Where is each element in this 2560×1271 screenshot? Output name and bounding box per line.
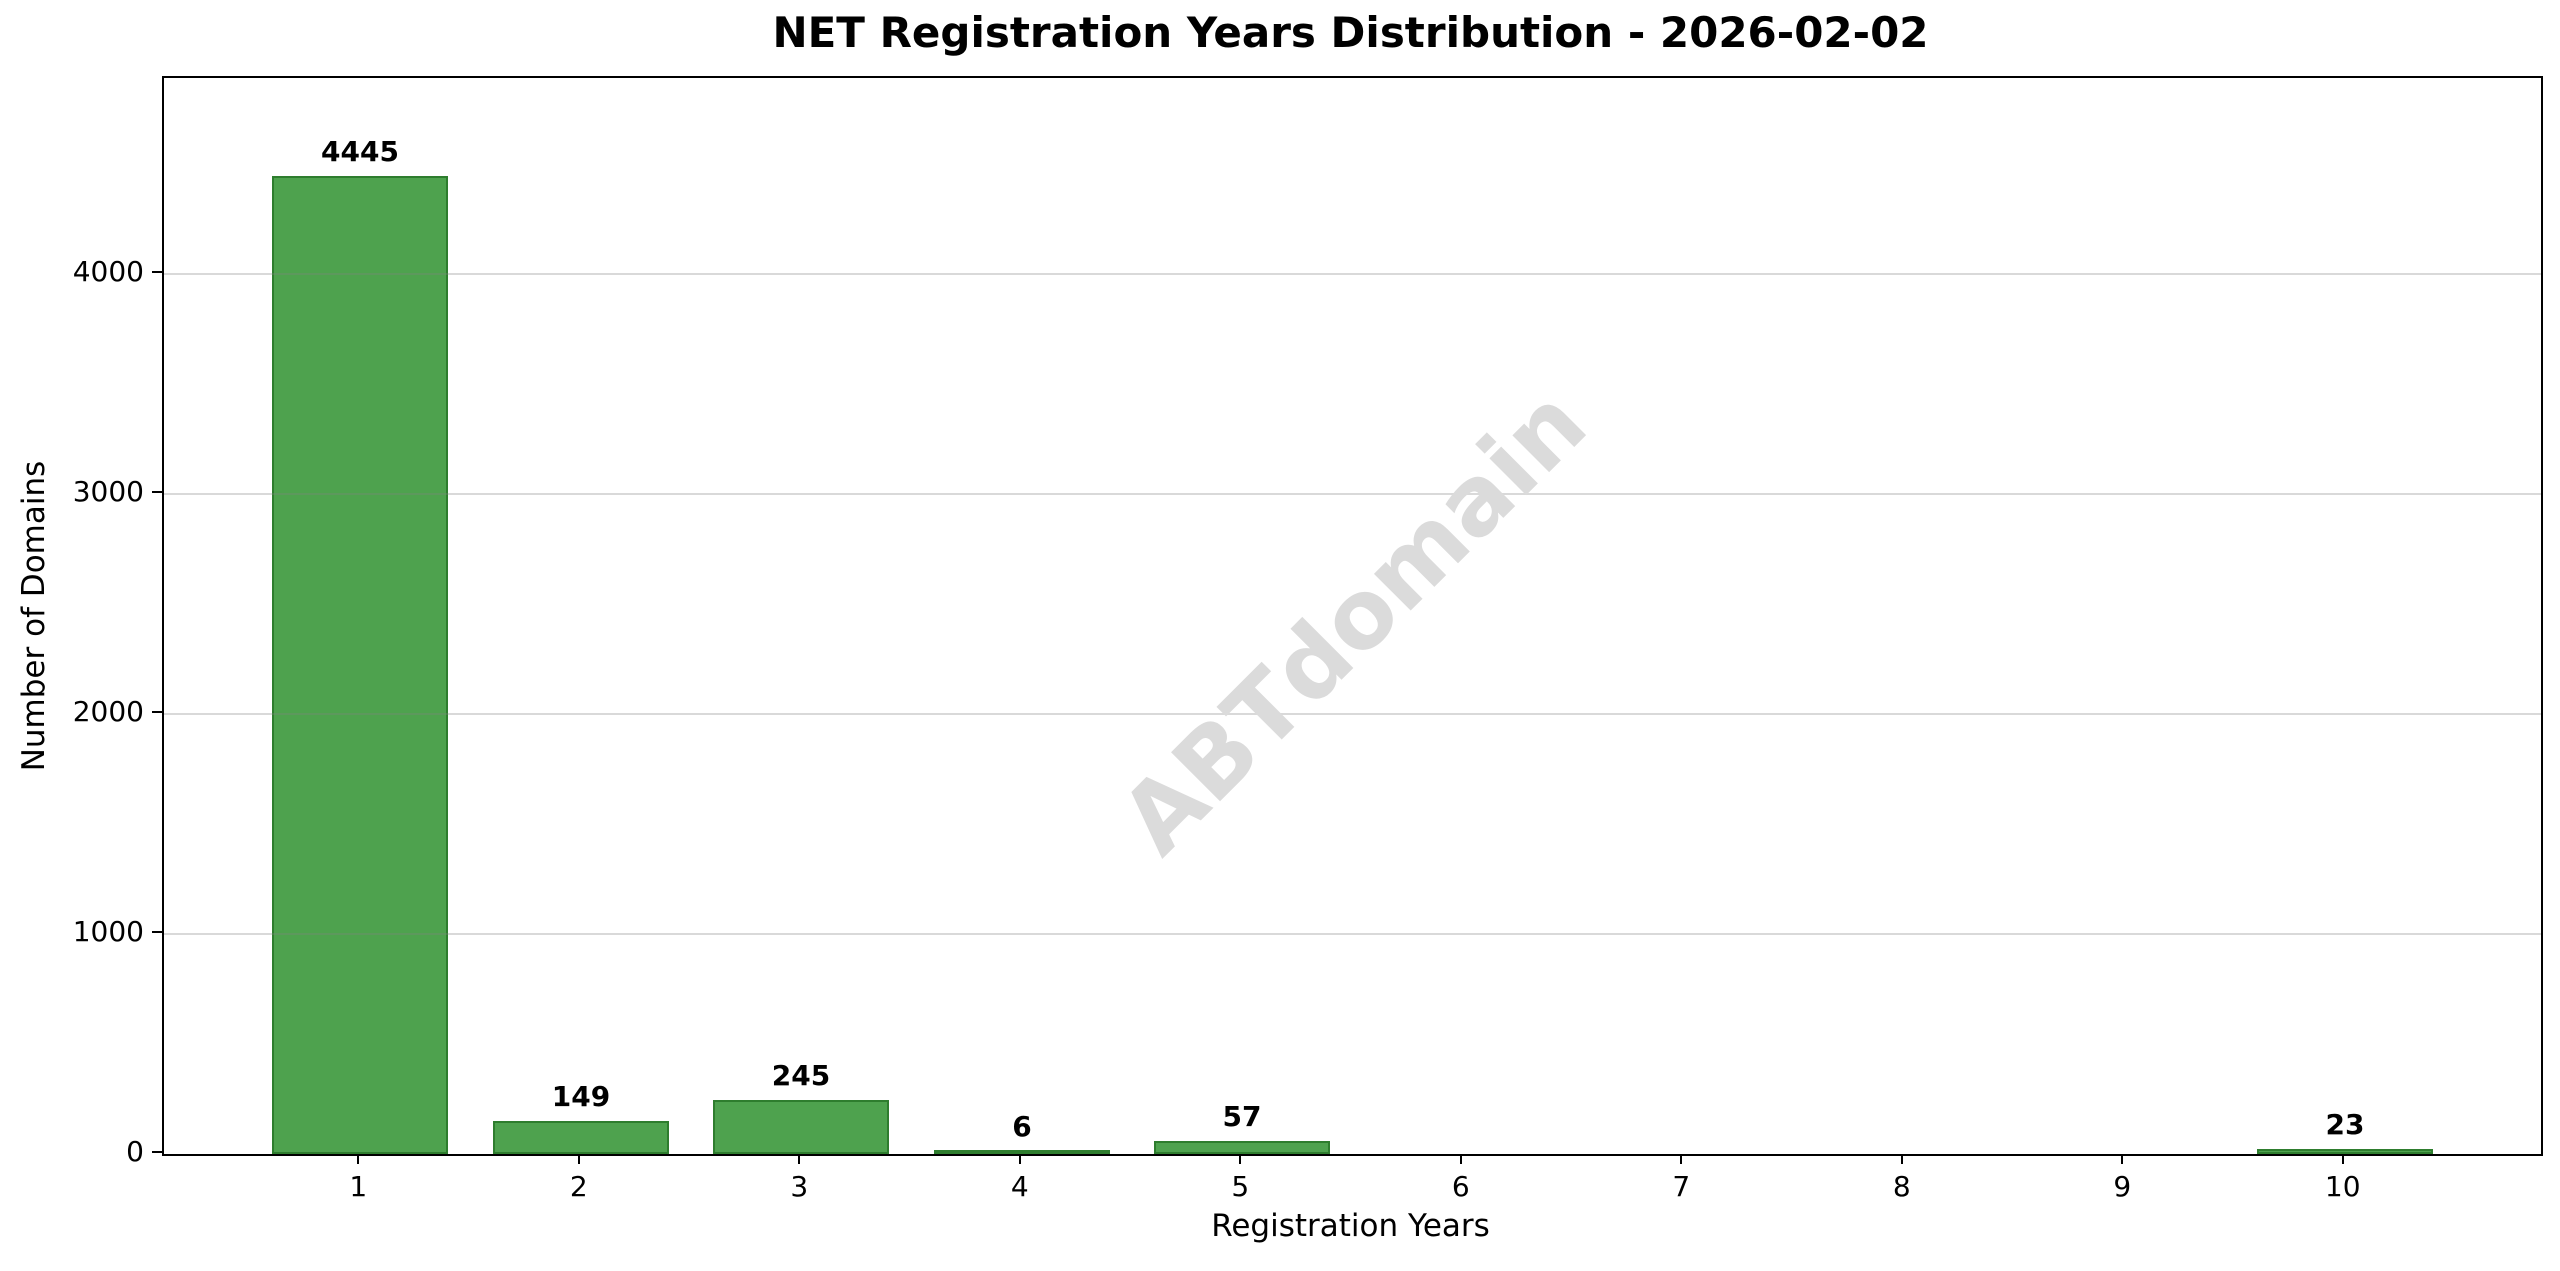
x-axis-title: Registration Years xyxy=(1211,1208,1490,1244)
y-tick-label-2000: 2000 xyxy=(72,694,144,728)
bar-value-label-10: 23 xyxy=(2325,1108,2365,1141)
x-tick-mark-6 xyxy=(1459,1154,1462,1164)
x-tick-mark-4 xyxy=(1018,1154,1021,1164)
x-tick-mark-10 xyxy=(2341,1154,2344,1164)
x-tick-label-1: 1 xyxy=(349,1170,368,1203)
y-tick-mark-3000 xyxy=(152,490,162,493)
gridline-4000 xyxy=(164,272,2541,275)
x-tick-label-2: 2 xyxy=(569,1170,588,1203)
bar-4 xyxy=(934,1150,1110,1154)
x-tick-label-10: 10 xyxy=(2324,1170,2361,1203)
gridline-1000 xyxy=(164,932,2541,935)
bar-value-label-4: 6 xyxy=(1012,1110,1032,1143)
x-tick-label-8: 8 xyxy=(1892,1170,1911,1203)
bar-value-label-5: 57 xyxy=(1222,1100,1262,1133)
y-tick-label-4000: 4000 xyxy=(72,254,144,288)
x-tick-label-9: 9 xyxy=(2113,1170,2132,1203)
gridline-2000 xyxy=(164,712,2541,715)
bar-1 xyxy=(272,176,448,1154)
x-tick-label-5: 5 xyxy=(1231,1170,1250,1203)
bar-value-label-1: 4445 xyxy=(321,135,399,168)
gridline-3000 xyxy=(164,492,2541,495)
bar-2 xyxy=(493,1121,669,1154)
x-tick-label-6: 6 xyxy=(1451,1170,1470,1203)
x-tick-mark-9 xyxy=(2121,1154,2124,1164)
y-tick-label-0: 0 xyxy=(126,1135,144,1168)
bar-5 xyxy=(1154,1141,1330,1154)
y-tick-mark-2000 xyxy=(152,710,162,713)
x-tick-mark-1 xyxy=(357,1154,360,1164)
bar-10 xyxy=(2257,1149,2433,1154)
x-tick-label-4: 4 xyxy=(1010,1170,1029,1203)
bar-value-label-3: 245 xyxy=(771,1059,831,1092)
x-tick-label-3: 3 xyxy=(790,1170,809,1203)
y-tick-mark-1000 xyxy=(152,930,162,933)
y-tick-mark-4000 xyxy=(152,270,162,273)
x-tick-mark-7 xyxy=(1680,1154,1683,1164)
x-tick-mark-3 xyxy=(798,1154,801,1164)
bar-value-label-2: 149 xyxy=(551,1080,611,1113)
chart-title: NET Registration Years Distribution - 20… xyxy=(772,8,1929,57)
plot-area: 4445 149 245 6 57 23 ABTdomain xyxy=(162,76,2543,1156)
y-axis-title: Number of Domains xyxy=(16,460,52,772)
x-tick-mark-2 xyxy=(577,1154,580,1164)
y-tick-mark-0 xyxy=(152,1151,162,1153)
y-tick-label-1000: 1000 xyxy=(72,914,144,948)
x-tick-mark-8 xyxy=(1900,1154,1903,1164)
y-tick-label-3000: 3000 xyxy=(72,474,144,508)
x-tick-label-7: 7 xyxy=(1672,1170,1691,1203)
x-tick-mark-5 xyxy=(1239,1154,1242,1164)
watermark-text: ABTdomain xyxy=(1100,368,1608,876)
bar-3 xyxy=(713,1100,889,1154)
